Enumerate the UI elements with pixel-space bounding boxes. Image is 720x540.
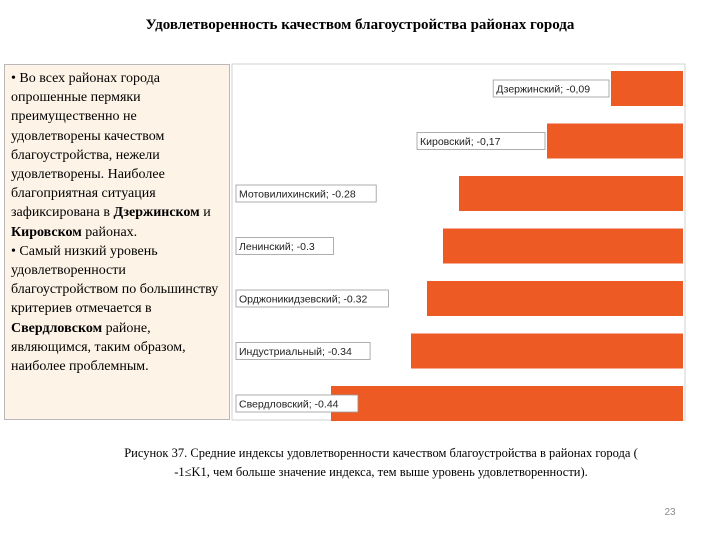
figure-caption: Рисунок 37. Средние индексы удовлетворен… — [76, 444, 686, 482]
data-label-7: Свердловский; -0.44 — [239, 399, 339, 411]
bar-1 — [611, 71, 683, 106]
summary-text-box: • Во всех районах города опрошенные перм… — [4, 64, 230, 420]
bar-5 — [427, 281, 683, 316]
data-label-2: Кировский; -0,17 — [420, 136, 501, 148]
caption-line-1: Рисунок 37. Средние индексы удовлетворен… — [124, 446, 638, 460]
data-label-box-6 — [235, 342, 371, 360]
page-number: 23 — [664, 507, 676, 518]
caption-line-2: -1≤K1, чем больше значение индекса, тем … — [174, 465, 588, 479]
bar-2 — [547, 123, 683, 159]
bar-6 — [411, 333, 683, 369]
data-label-4: Ленинский; -0.3 — [239, 241, 315, 253]
summary-paragraph-2: • Самый низкий уровень удовлетворенности… — [11, 243, 219, 375]
data-label-box-4 — [235, 237, 334, 255]
data-label-3: Мотовилихинский; -0.28 — [239, 189, 356, 201]
bar-7 — [331, 386, 683, 421]
summary-paragraph-1: • Во всех районах города опрошенные перм… — [11, 71, 211, 240]
data-label-6: Индустриальный; -0.34 — [239, 346, 352, 358]
data-label-box-5 — [235, 289, 389, 308]
bar-3 — [459, 176, 683, 211]
data-label-box-3 — [235, 184, 377, 203]
highlight-sverdlovsky: Свердловском — [11, 320, 103, 336]
data-label-1: Дзержинский; -0,09 — [496, 84, 590, 96]
slide-title: Удовлетворенность качеством благоустройс… — [145, 17, 575, 33]
bar-4 — [443, 228, 683, 264]
highlight-kirovsky: Кировском — [11, 224, 82, 240]
data-label-box-7 — [235, 394, 359, 413]
highlight-dzerzhinsky: Дзержинском — [113, 205, 200, 221]
data-label-5: Орджоникидзевский; -0.32 — [239, 294, 368, 306]
bars-group — [331, 71, 683, 421]
data-label-box-1 — [492, 79, 610, 98]
data-labels-group: Дзержинский; -0,09 Кировский; -0,17 Мотови… — [235, 79, 610, 413]
data-label-box-2 — [416, 132, 546, 150]
